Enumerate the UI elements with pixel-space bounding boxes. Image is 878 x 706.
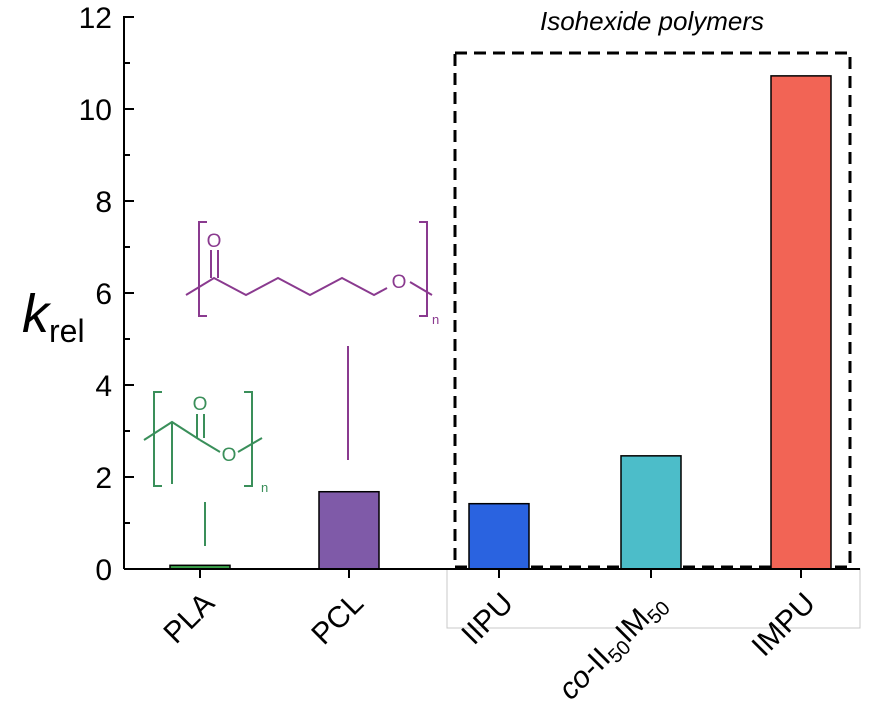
y-tick-label: 8 — [95, 186, 112, 219]
x-tick-label: IMPU — [746, 587, 822, 663]
y-tick-label: 6 — [95, 278, 112, 311]
pcl-carbonyl-o: O — [207, 231, 222, 252]
bar-iipu — [468, 502, 530, 570]
pla-ester-o: O — [222, 445, 237, 466]
y-tick-label: 10 — [79, 94, 112, 127]
x-tick-label: IIPU — [455, 587, 520, 652]
bar-co-ii50im50 — [620, 455, 682, 570]
y-axis-label: krel — [22, 284, 85, 349]
x-tick-label: PCL — [305, 587, 370, 652]
bar-pcl — [318, 490, 380, 570]
y-tick-label: 12 — [79, 2, 112, 35]
pcl-repeat-n: n — [432, 312, 439, 327]
bar-impu — [770, 75, 832, 570]
group-box-label: Isohexide polymers — [540, 6, 764, 36]
pla-repeat-n: n — [261, 480, 268, 495]
pcl-ester-o: O — [392, 272, 407, 293]
x-tick-label: PLA — [158, 587, 221, 650]
y-tick-label: 4 — [95, 370, 112, 403]
y-tick-label: 2 — [95, 462, 112, 495]
pcl-structure-icon — [185, 221, 433, 460]
x-tick-label: co-II50IM50 — [552, 587, 674, 706]
pla-structure-icon — [143, 391, 263, 546]
y-tick-label: 0 — [95, 554, 112, 587]
pla-carbonyl-o: O — [193, 394, 208, 415]
